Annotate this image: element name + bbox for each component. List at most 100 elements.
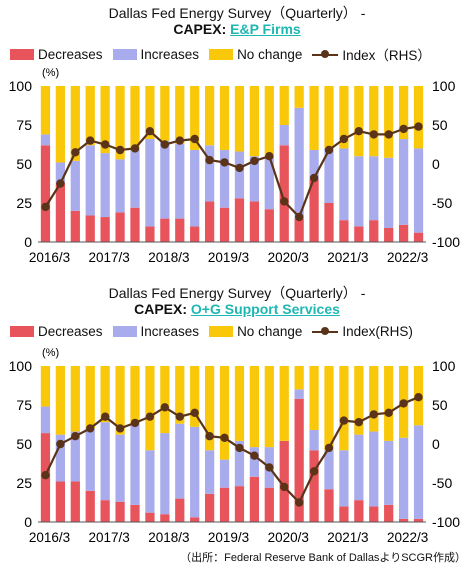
- bar-increases: [249, 447, 260, 477]
- subtitle-highlight: O+G Support Services: [190, 301, 340, 317]
- bar-no-change: [294, 86, 304, 108]
- index-point: [160, 140, 169, 149]
- bar-decreases: [115, 501, 125, 522]
- y2-tick-label: -50: [432, 475, 452, 491]
- legend-item-index: Index(RHS): [312, 324, 413, 339]
- y-tick-label: 100: [9, 358, 33, 374]
- y2-tick-label: 50: [432, 117, 448, 133]
- index-point: [56, 439, 65, 449]
- bar-decreases: [130, 504, 140, 522]
- y2-tick-label: 0: [432, 436, 440, 452]
- x-tick-label: 2017/3: [89, 530, 130, 545]
- bar-no-change: [264, 366, 274, 448]
- bar-no-change: [384, 86, 394, 158]
- legend-item-index: Index（RHS）: [312, 44, 431, 64]
- bar-increases: [398, 139, 409, 225]
- bar-increases: [294, 389, 304, 399]
- y2-tick-label: 0: [432, 156, 440, 172]
- bar-increases: [100, 422, 110, 501]
- bar-increases: [175, 423, 185, 499]
- bar-decreases: [398, 224, 409, 242]
- index-point: [309, 467, 319, 476]
- bar-no-change: [234, 86, 245, 152]
- bar-increases: [324, 450, 334, 490]
- bar-no-change: [115, 86, 125, 160]
- bar-increases: [145, 450, 155, 513]
- bar-increases: [339, 450, 349, 507]
- bar-increases: [160, 433, 170, 515]
- bar-no-change: [354, 86, 364, 157]
- legend-swatch: [112, 326, 137, 337]
- index-point: [384, 130, 393, 139]
- index-point: [101, 412, 110, 421]
- bar-no-change: [100, 366, 110, 423]
- bar-no-change: [190, 366, 200, 427]
- y-tick-label: 25: [16, 195, 32, 211]
- bar-increases: [219, 149, 230, 208]
- bar-no-change: [190, 86, 200, 150]
- y2-tick-label: -100: [432, 514, 460, 530]
- index-point: [250, 451, 259, 460]
- x-tick-label: 2022/3: [387, 250, 428, 265]
- bar-decreases: [234, 198, 245, 242]
- legend-swatch: [209, 326, 234, 337]
- bar-decreases: [384, 227, 394, 242]
- bar-increases: [384, 440, 394, 505]
- bar-increases: [115, 434, 125, 502]
- bar-increases: [40, 406, 51, 434]
- y2-tick-label: -50: [432, 195, 452, 211]
- x-tick-label: 2021/3: [327, 530, 368, 545]
- bar-no-change: [130, 366, 140, 424]
- bar-decreases: [55, 182, 66, 242]
- index-point: [190, 134, 199, 144]
- y2-tick-label: 50: [432, 397, 448, 413]
- y-tick-label: 75: [16, 397, 32, 413]
- bar-decreases: [324, 203, 334, 242]
- index-point: [339, 416, 349, 425]
- bar-increases: [190, 426, 200, 518]
- bar-decreases: [264, 487, 274, 522]
- bar-increases: [369, 156, 379, 221]
- bar-decreases: [219, 487, 230, 522]
- bar-decreases: [354, 226, 364, 242]
- bar-no-change: [339, 366, 349, 451]
- bar-no-change: [384, 366, 394, 441]
- index-point: [56, 179, 65, 188]
- y-tick-label: 75: [16, 117, 32, 133]
- bar-decreases: [413, 232, 424, 242]
- bar-decreases: [339, 506, 349, 522]
- bar-decreases: [160, 218, 170, 242]
- index-point: [235, 163, 244, 173]
- y2-tick-label: 100: [432, 78, 456, 94]
- index-point: [265, 463, 274, 472]
- bar-decreases: [70, 481, 80, 522]
- chart-panel-og-support: Dallas Fed Energy Survey（Quarterly） - CA…: [0, 280, 474, 550]
- bar-increases: [309, 149, 319, 180]
- bar-decreases: [40, 145, 51, 242]
- bar-decreases: [175, 218, 185, 242]
- bar-no-change: [204, 86, 215, 146]
- bar-no-change: [234, 366, 245, 441]
- legend-label: Index（RHS）: [342, 48, 431, 63]
- bar-decreases: [130, 207, 140, 242]
- index-point: [175, 136, 184, 145]
- bar-no-change: [100, 86, 110, 154]
- index-point: [71, 432, 80, 441]
- bar-decreases: [279, 145, 289, 242]
- index-point: [145, 412, 155, 421]
- index-point: [324, 145, 334, 155]
- legend-item-increases: Increases: [112, 324, 199, 339]
- bar-decreases: [204, 493, 215, 522]
- bar-no-change: [339, 86, 349, 149]
- bar-no-change: [279, 86, 289, 125]
- index-point: [414, 393, 423, 402]
- bar-decreases: [309, 450, 319, 522]
- index-point: [190, 408, 199, 417]
- bar-no-change: [309, 86, 319, 150]
- bar-decreases: [145, 226, 155, 242]
- bar-increases: [324, 148, 334, 203]
- x-tick-label: 2017/3: [89, 250, 130, 265]
- bar-decreases: [249, 476, 260, 522]
- index-point: [175, 412, 184, 421]
- chart-plot-og-support: (%) 0 25 50 75 100 -100 -50 0 50 100 2016/3 2017/3 20…: [9, 347, 461, 545]
